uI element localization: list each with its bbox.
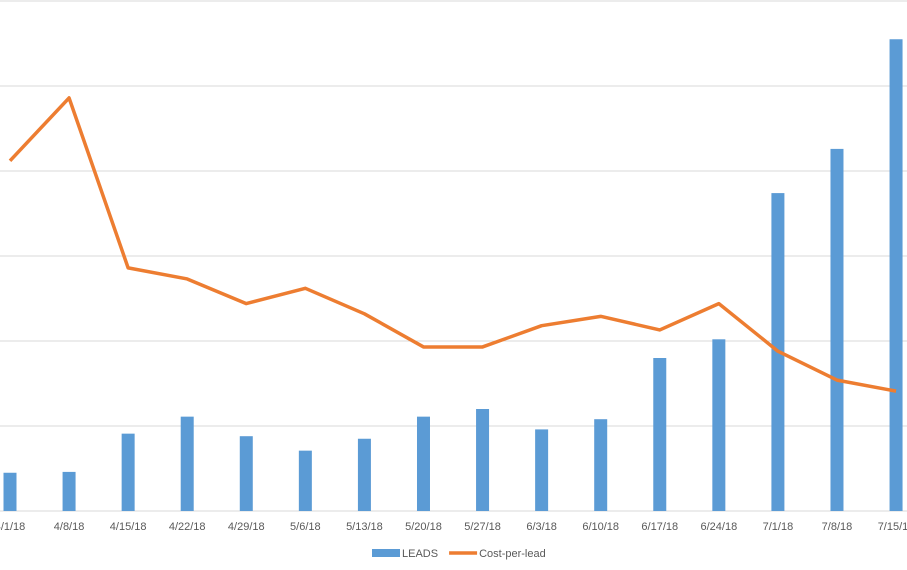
x-tick-label: 6/3/18 (526, 521, 557, 533)
x-tick-label: 4/29/18 (228, 521, 265, 533)
x-tick-label: 5/6/18 (290, 521, 321, 533)
x-tick-label: 4/15/18 (110, 521, 147, 533)
x-tick-label: 4/1/18 (0, 521, 25, 533)
bar (535, 429, 549, 511)
x-tick-label: 6/17/18 (641, 521, 678, 533)
x-tick-label: 5/13/18 (346, 521, 383, 533)
x-tick-label: 5/20/18 (405, 521, 442, 533)
x-tick-label: 7/15/18 (878, 521, 907, 533)
legend-label: LEADS (402, 548, 438, 560)
x-tick-label: 7/8/18 (822, 521, 853, 533)
x-tick-label: 4/8/18 (54, 521, 85, 533)
x-tick-label: 6/10/18 (582, 521, 619, 533)
bar (180, 416, 194, 511)
bar (889, 39, 903, 511)
bar (357, 438, 371, 511)
legend-label: Cost-per-lead (479, 548, 546, 560)
bar (476, 409, 490, 511)
bar (594, 419, 608, 511)
legend-swatch (372, 549, 400, 557)
x-tick-label: 6/24/18 (700, 521, 737, 533)
bar (239, 436, 253, 511)
x-tick-label: 7/1/18 (763, 521, 794, 533)
bar (121, 433, 135, 511)
bar (830, 148, 844, 511)
bar (712, 339, 726, 511)
x-tick-label: 5/27/18 (464, 521, 501, 533)
line (8, 96, 897, 393)
bar (416, 416, 430, 511)
bar (653, 358, 667, 511)
bar (298, 450, 312, 511)
bar (3, 472, 17, 511)
bar (62, 471, 76, 511)
x-tick-label: 4/22/18 (169, 521, 206, 533)
